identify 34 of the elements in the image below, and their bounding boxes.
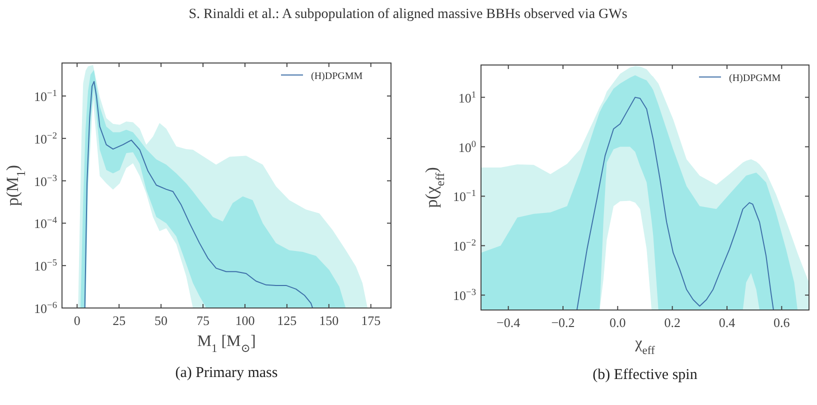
y-tick-label: 10$^{−2}$ [453, 238, 476, 254]
y-tick-label: 10$^{−1}$ [34, 88, 58, 104]
x-tick-label: 125 [277, 313, 297, 328]
y-tick-label: 10$^{1}$ [458, 90, 476, 106]
x-axis-title: χ$_{eff}$ [634, 335, 656, 357]
text: (b) Effective spin [592, 367, 698, 383]
y-tick-label: 10$^{−3}$ [34, 174, 58, 189]
text: S. Rinaldi et al.: A subpopulation of aligned massive BBHs observed via GWs [188, 7, 628, 22]
x-tick-label: −0.4 [496, 315, 521, 330]
x-tick-label: 175 [361, 313, 381, 328]
y-tick-label: 10$^{−6}$ [34, 301, 58, 316]
y-tick-label: 10$^{0}$ [458, 140, 476, 155]
y-tick-label: 10$^{−1}$ [453, 189, 476, 204]
x-tick-label: 75 [196, 313, 210, 328]
x-tick-label: 0.4 [718, 315, 736, 330]
x-tick-label: 0.0 [610, 315, 626, 330]
x-tick-label: 25 [112, 313, 126, 328]
x-axis-title: M$_{1}$ [M$_{⊙}$] [197, 333, 256, 355]
y-tick-label: 10$^{−4}$ [34, 216, 58, 232]
x-tick-label: 100 [235, 313, 255, 328]
line-series [576, 96, 774, 310]
text: (a) Primary mass [175, 365, 278, 381]
y-tick-label: 10$^{−2}$ [34, 131, 58, 146]
legend-label: (H)DPGMM [311, 71, 363, 82]
x-tick-label: 0 [74, 313, 80, 328]
x-tick-label: 150 [319, 313, 339, 328]
x-tick-label: 0.6 [774, 315, 790, 330]
x-tick-label: −0.2 [551, 315, 575, 330]
legend-label: (H)DPGMM [729, 73, 781, 84]
y-tick-label: 10$^{−5}$ [34, 258, 58, 274]
line-series [84, 80, 314, 308]
x-tick-label: 50 [154, 313, 168, 328]
y-tick-label: 10$^{−3}$ [453, 288, 476, 304]
x-tick-label: 0.2 [664, 315, 680, 330]
